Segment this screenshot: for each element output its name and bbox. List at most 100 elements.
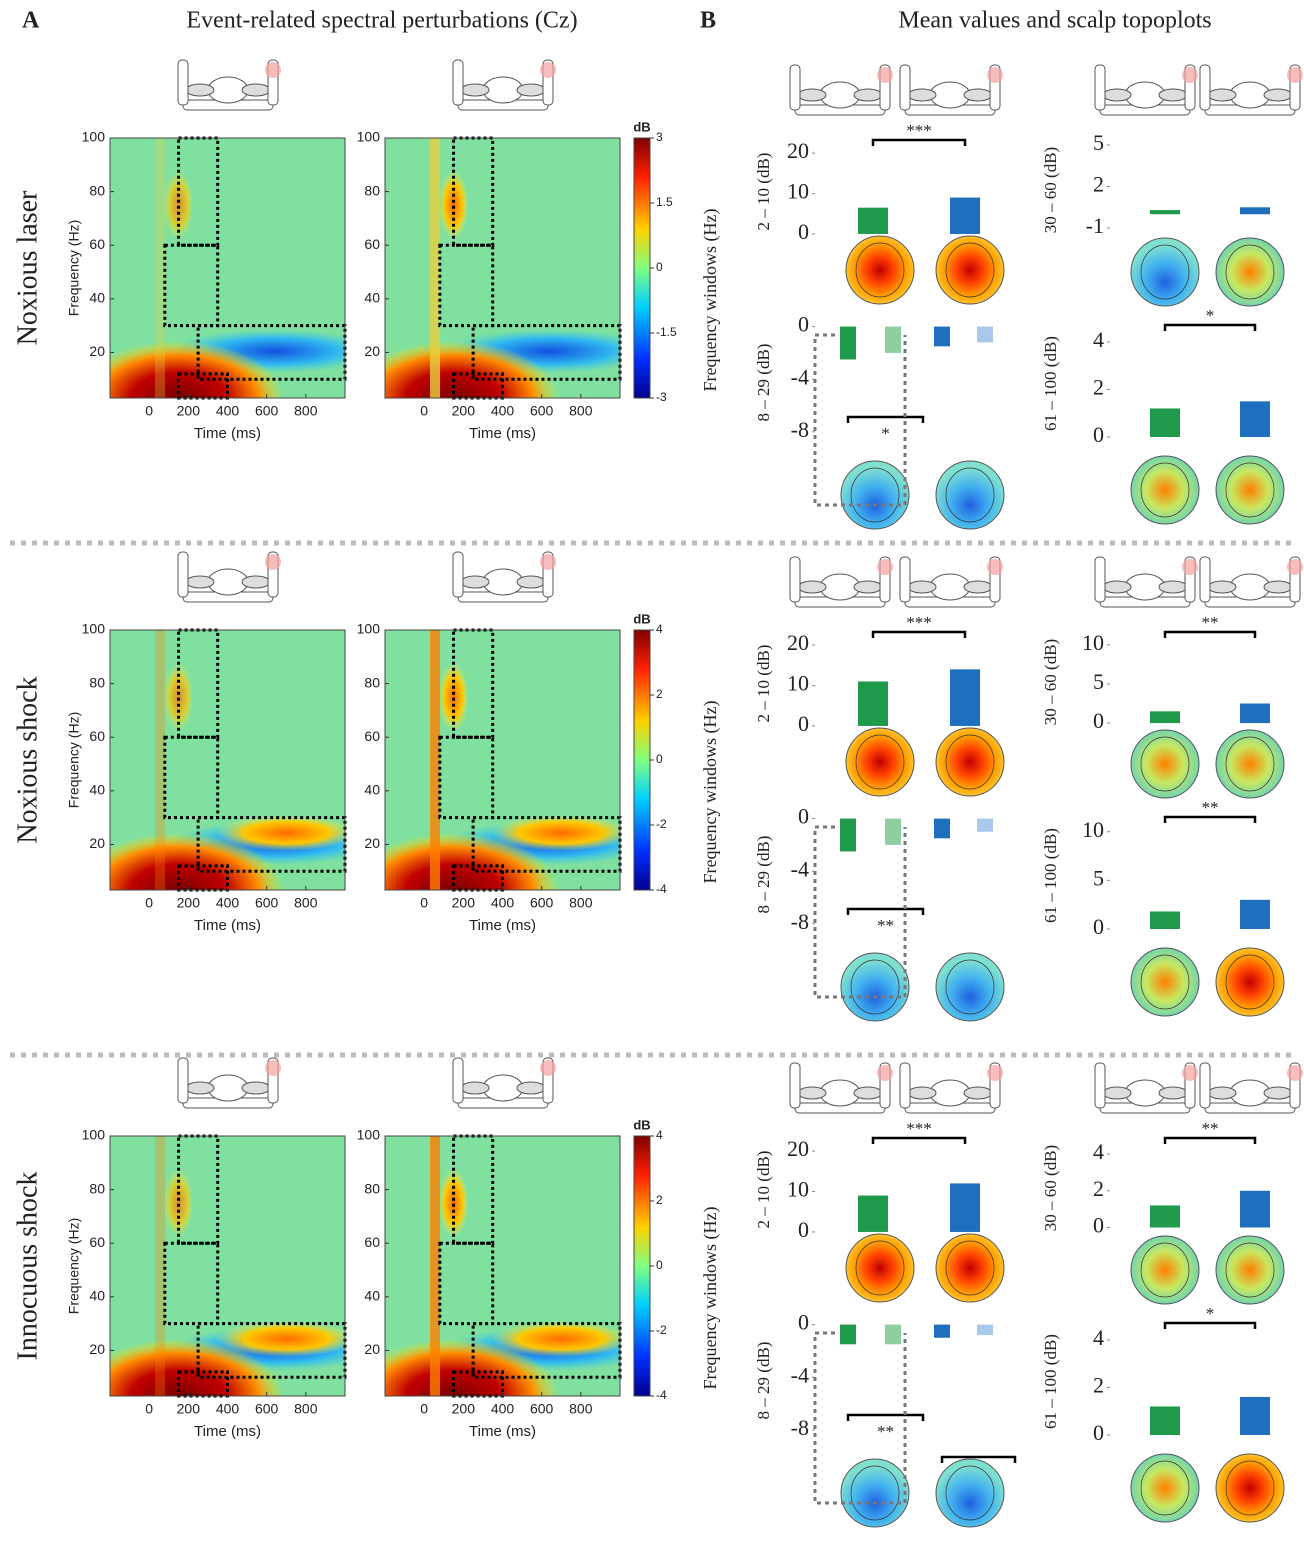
bar bbox=[858, 207, 888, 234]
topo-contour bbox=[945, 1240, 995, 1296]
map-warm bbox=[163, 170, 194, 241]
icon-target bbox=[540, 554, 556, 570]
icon-part bbox=[789, 556, 801, 603]
bar bbox=[1150, 408, 1180, 437]
topoplot bbox=[935, 1233, 1005, 1303]
ersp-map bbox=[385, 138, 620, 398]
colorbar-title: dB bbox=[633, 119, 650, 134]
topo-contour bbox=[945, 1465, 995, 1521]
y-tick-label: 10 bbox=[1082, 630, 1104, 655]
roi-box bbox=[163, 243, 220, 328]
topo-contour bbox=[945, 734, 995, 790]
icon-part bbox=[853, 1086, 883, 1100]
icon-part bbox=[963, 1086, 993, 1100]
bar bbox=[858, 681, 888, 726]
topoplot bbox=[1130, 1453, 1200, 1523]
roi-box bbox=[196, 816, 347, 873]
sig-bracket bbox=[1163, 1136, 1257, 1144]
y-tick-label: 5 bbox=[1093, 130, 1104, 155]
icon-part bbox=[1158, 580, 1188, 594]
colorbar-tick-label: -1.5 bbox=[656, 325, 677, 339]
roi-box bbox=[471, 1322, 622, 1379]
y-tick-label: 20 bbox=[787, 630, 809, 655]
y-tick-label: 0 bbox=[1093, 1420, 1104, 1445]
y-tick-label: 20 bbox=[787, 138, 809, 163]
x-tick-label: 800 bbox=[294, 895, 318, 911]
x-axis-label: Time (ms) bbox=[194, 917, 261, 934]
map-warm bbox=[215, 814, 345, 851]
window-label: 2 – 10 (dB) bbox=[754, 645, 773, 723]
roi-box bbox=[471, 324, 622, 381]
sig-label: ** bbox=[877, 916, 894, 935]
topoplot bbox=[1130, 729, 1200, 799]
icon-target bbox=[1287, 67, 1303, 83]
y-tick-label: 2 bbox=[1093, 172, 1104, 197]
topoplot bbox=[1215, 1235, 1285, 1305]
window-label: 2 – 10 (dB) bbox=[754, 153, 773, 231]
sig-label: ** bbox=[877, 1422, 894, 1441]
y-tick-label: -4 bbox=[791, 1362, 809, 1387]
colorbar-tick-label: -2 bbox=[656, 817, 667, 831]
y-tick-label: 20 bbox=[89, 343, 105, 359]
icon-target bbox=[987, 67, 1003, 83]
bar bbox=[977, 326, 993, 343]
topo-contour bbox=[850, 1465, 900, 1521]
icon-part bbox=[797, 580, 827, 594]
panel-title: Event-related spectral perturbations (Cz… bbox=[186, 8, 577, 34]
colorbar-tick-label: 3 bbox=[656, 130, 663, 144]
x-axis-label: Time (ms) bbox=[469, 917, 536, 934]
y-tick-label: 20 bbox=[89, 1341, 105, 1357]
x-tick-label: 800 bbox=[569, 1401, 593, 1417]
stimulus-icon bbox=[1199, 556, 1303, 608]
colorbar bbox=[633, 1135, 651, 1397]
topo-contour bbox=[1140, 1242, 1190, 1298]
map-strip bbox=[430, 1136, 441, 1396]
stimulus-icon bbox=[1094, 556, 1198, 608]
y-tick-label: 0 bbox=[1093, 708, 1104, 733]
bar bbox=[1240, 703, 1270, 724]
y-tick-label: 40 bbox=[364, 290, 380, 306]
x-tick-label: 400 bbox=[491, 895, 515, 911]
colorbar-tick-label: -4 bbox=[656, 882, 667, 896]
sig-bracket bbox=[940, 1455, 1017, 1463]
topo-contour bbox=[850, 959, 900, 1015]
topoplot bbox=[1215, 1453, 1285, 1523]
window-label: 30 – 60 (dB) bbox=[1041, 147, 1060, 233]
x-axis-label: Time (ms) bbox=[469, 425, 536, 442]
icon-part bbox=[241, 575, 271, 589]
topoplot bbox=[840, 952, 910, 1022]
y-tick-label: 80 bbox=[364, 1180, 380, 1196]
window-label: 61 – 100 (dB) bbox=[1041, 336, 1060, 431]
y-tick-label: 10 bbox=[787, 671, 809, 696]
window-label: 30 – 60 (dB) bbox=[1041, 1145, 1060, 1231]
y-tick-label: 4 bbox=[1093, 327, 1104, 352]
y-tick-label: 40 bbox=[89, 782, 105, 798]
map-warm bbox=[163, 1168, 194, 1239]
icon-target bbox=[877, 67, 893, 83]
map-warm bbox=[490, 1320, 620, 1357]
y-tick-label: 20 bbox=[787, 1136, 809, 1161]
bar bbox=[1240, 899, 1270, 929]
map-hot bbox=[385, 340, 560, 398]
roi-box bbox=[163, 735, 220, 820]
map-strip bbox=[430, 630, 441, 890]
icon-part bbox=[516, 575, 546, 589]
sig-label: *** bbox=[906, 1119, 932, 1138]
icon-part bbox=[789, 1062, 801, 1109]
x-tick-label: 0 bbox=[420, 1401, 428, 1417]
ersp-map bbox=[110, 138, 345, 398]
roi-box bbox=[438, 1241, 495, 1326]
colorbar-tick-label: 0 bbox=[656, 752, 663, 766]
x-tick-label: 200 bbox=[177, 1401, 201, 1417]
y-tick-label: 60 bbox=[89, 1234, 105, 1250]
y-tick-label: 40 bbox=[89, 1288, 105, 1304]
icon-part bbox=[899, 64, 911, 111]
topoplot bbox=[1130, 1235, 1200, 1305]
y-tick-label: 0 bbox=[798, 312, 809, 337]
y-tick-label: 5 bbox=[1093, 865, 1104, 890]
icon-part bbox=[241, 83, 271, 97]
topo-contour bbox=[1225, 954, 1275, 1010]
x-tick-label: 800 bbox=[569, 403, 593, 419]
icon-part bbox=[460, 1081, 490, 1095]
ersp-map bbox=[385, 630, 620, 890]
